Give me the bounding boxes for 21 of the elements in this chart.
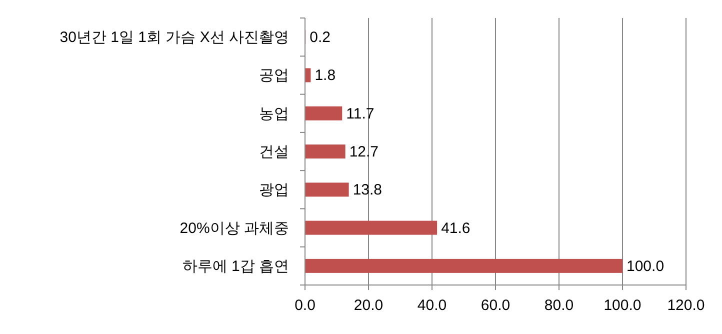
x-tick-label: 20.0	[354, 297, 384, 314]
x-tick-label: 100.0	[604, 297, 642, 314]
y-tick-label: 공업	[259, 67, 289, 84]
y-tick-label: 농업	[259, 105, 289, 122]
data-label: 13.8	[352, 182, 382, 199]
x-tick-label: 40.0	[417, 297, 447, 314]
data-label: 1.8	[314, 67, 336, 84]
y-tick-label: 하루에 1갑 흡연	[182, 258, 289, 275]
y-tick-label: 건설	[259, 144, 289, 160]
x-tick-label: 0.0	[294, 297, 316, 314]
x-tick-label: 60.0	[480, 297, 510, 314]
data-label: 41.6	[441, 220, 470, 237]
y-tick-label: 30년간 1일 1회 가슴 X선 사진촬영	[60, 29, 289, 46]
x-tick-label: 120.0	[667, 297, 705, 314]
data-label: 0.2	[310, 29, 330, 46]
y-tick-label: 20%이상 과체중	[180, 220, 289, 237]
data-label: 11.7	[346, 105, 374, 122]
data-label: 12.7	[349, 144, 379, 160]
x-tick-label: 80.0	[544, 297, 574, 314]
data-label: 100.0	[626, 258, 664, 275]
y-tick-label: 광업	[259, 182, 289, 199]
